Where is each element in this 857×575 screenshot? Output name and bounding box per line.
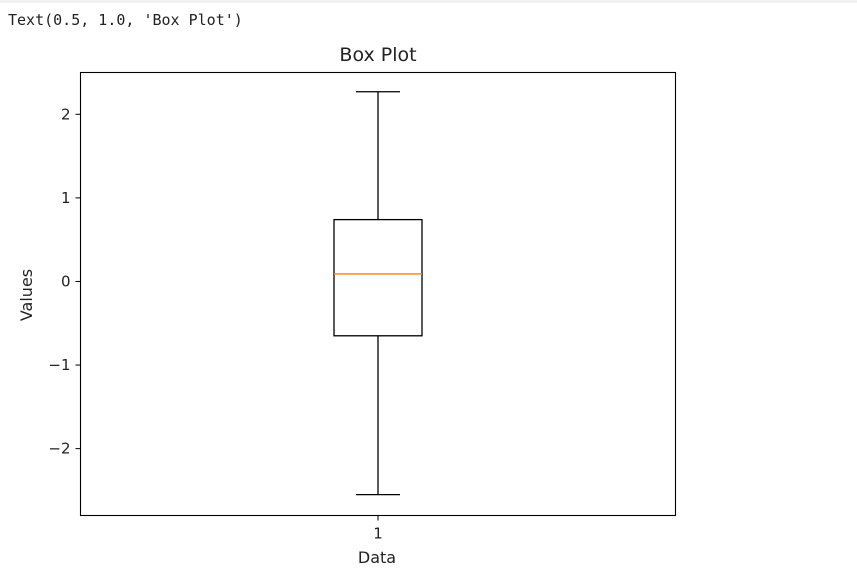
x-tick-label: 1 [373, 525, 383, 543]
y-axis-label: Values [17, 269, 36, 321]
chart-title: Box Plot [339, 44, 416, 66]
y-tick-label: −1 [48, 356, 70, 374]
cell-divider [0, 0, 857, 3]
y-tick-label: −2 [48, 440, 70, 458]
y-tick-label: 1 [61, 189, 71, 207]
y-tick-label: 2 [61, 105, 71, 123]
iqr-box [333, 218, 423, 337]
x-axis: 1 [373, 515, 383, 543]
box-series [333, 91, 423, 496]
x-axis-label: Data [358, 548, 396, 567]
y-axis: 2 1 0 −1 −2 [48, 105, 81, 458]
cell-output-text: Text(0.5, 1.0, 'Box Plot') [8, 11, 243, 29]
y-tick-label: 0 [61, 272, 71, 290]
